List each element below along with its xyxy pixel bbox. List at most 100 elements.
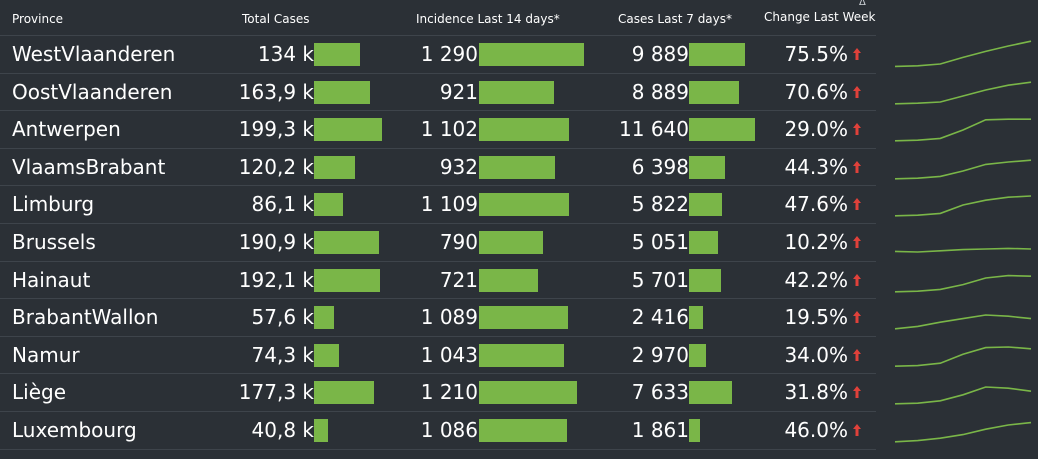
change-last-week-value: 44.3% [784, 154, 848, 179]
total-cases-bar [314, 419, 328, 442]
change-last-week-value: 47.6% [784, 192, 848, 217]
province-name: OostVlaanderen [12, 79, 173, 104]
total-cases-value: 192,1 k [238, 267, 314, 292]
row-divider [0, 411, 876, 412]
table-row[interactable]: BrabantWallon 57,6 k 1 089 2 416 19.5% [0, 299, 1038, 337]
change-last-week-value: 10.2% [784, 230, 848, 254]
column-header-total-cases[interactable]: Total Cases [242, 12, 310, 26]
red-up-arrow-icon [853, 273, 861, 286]
total-cases-bar [314, 381, 375, 405]
province-name: VlaamsBrabant [12, 154, 166, 179]
incidence-value: 1 089 [420, 305, 478, 330]
trend-sparkline [894, 195, 1032, 217]
table-row[interactable]: Antwerpen 199,3 k 1 102 11 640 29.0% [0, 111, 1038, 149]
province-name: WestVlaanderen [12, 42, 176, 66]
sparkline-path [894, 247, 1032, 253]
cases-7-days-value: 5 051 [631, 230, 689, 254]
cases-7-days-value: 6 398 [631, 154, 689, 179]
total-cases-bar [314, 43, 360, 66]
total-cases-value: 120,2 k [238, 154, 314, 179]
total-cases-value: 177,3 k [238, 380, 314, 405]
row-divider [0, 373, 876, 375]
incidence-value: 1 086 [420, 418, 478, 442]
change-last-week-value: 19.5% [784, 305, 848, 330]
cases-7-days-value: 9 889 [631, 42, 689, 66]
incidence-value: 921 [439, 79, 478, 104]
incidence-value: 1 109 [420, 192, 478, 217]
incidence-bar [479, 306, 568, 330]
red-up-arrow-icon [853, 348, 861, 361]
column-header-incidence[interactable]: Incidence Last 14 days* [416, 12, 560, 26]
incidence-value: 932 [439, 154, 478, 179]
total-cases-bar [314, 231, 380, 254]
sparkline-path [894, 195, 1032, 217]
change-last-week-value: 29.0% [784, 117, 848, 142]
change-last-week-value: 70.6% [784, 79, 848, 104]
red-up-arrow-icon [853, 198, 861, 211]
trend-sparkline [894, 345, 1032, 367]
incidence-bar [479, 155, 555, 179]
trend-sparkline [894, 314, 1032, 330]
cases-7-days-bar [689, 118, 755, 142]
red-up-arrow-icon [853, 236, 861, 248]
incidence-bar [479, 118, 569, 142]
table-row[interactable]: OostVlaanderen 163,9 k 921 8 889 70.6% [0, 74, 1038, 112]
trend-sparkline [894, 40, 1032, 68]
trend-sparkline [894, 421, 1032, 443]
cases-7-days-value: 2 416 [631, 305, 689, 330]
province-name: Hainaut [12, 267, 91, 292]
table-row[interactable]: VlaamsBrabant 120,2 k 932 6 398 44.3% [0, 149, 1038, 187]
incidence-bar [479, 381, 578, 405]
province-name: BrabantWallon [12, 305, 159, 330]
row-divider [0, 335, 876, 337]
total-cases-bar [314, 306, 334, 330]
table-row[interactable]: Hainaut 192,1 k 721 5 701 42.2% [0, 262, 1038, 300]
total-cases-value: 86,1 k [251, 192, 314, 217]
row-divider [0, 35, 876, 36]
province-name: Liège [12, 380, 67, 405]
sparkline-path [894, 386, 1032, 405]
total-cases-value: 40,8 k [251, 418, 314, 442]
table-row[interactable]: Luxembourg 40,8 k 1 086 1 861 46.0% [0, 412, 1038, 450]
trend-sparkline [894, 159, 1032, 180]
row-divider [0, 223, 876, 224]
cases-7-days-value: 5 701 [631, 267, 689, 292]
cases-7-days-bar [689, 155, 726, 179]
incidence-value: 1 290 [420, 42, 478, 66]
column-header-province[interactable]: Province [12, 12, 64, 26]
row-divider [0, 185, 876, 187]
table-row[interactable]: Limburg 86,1 k 1 109 5 822 47.6% [0, 186, 1038, 224]
province-name: Antwerpen [12, 117, 121, 142]
red-up-arrow-icon [853, 386, 861, 399]
incidence-bar [479, 193, 570, 217]
change-last-week-value: 42.2% [784, 267, 848, 292]
province-name: Brussels [12, 230, 96, 254]
incidence-bar [479, 80, 554, 104]
sparkline-path [894, 314, 1032, 330]
incidence-value: 1 043 [420, 342, 478, 367]
cases-7-days-value: 7 633 [631, 380, 689, 405]
column-header-cases-7-days[interactable]: Cases Last 7 days* [618, 12, 733, 26]
column-header-change-last-week[interactable]: Change Last Week [764, 10, 876, 24]
total-cases-bar [314, 343, 340, 367]
cases-7-days-bar [689, 419, 700, 442]
table-row[interactable]: WestVlaanderen 134 k 1 290 9 889 75.5% [0, 36, 1038, 74]
sparkline-path [894, 159, 1032, 180]
total-cases-bar [314, 118, 382, 142]
cases-7-days-value: 1 861 [631, 418, 689, 442]
row-divider [0, 260, 876, 262]
incidence-bar [479, 268, 538, 292]
total-cases-value: 163,9 k [238, 79, 314, 104]
row-divider [0, 110, 876, 112]
red-up-arrow-icon [853, 48, 861, 60]
table-row[interactable]: Brussels 190,9 k 790 5 051 10.2% [0, 224, 1038, 262]
cases-7-days-bar [689, 268, 722, 292]
cases-7-days-bar [689, 306, 703, 330]
incidence-value: 1 210 [420, 380, 478, 405]
province-name: Namur [12, 342, 80, 367]
incidence-value: 721 [439, 267, 478, 292]
table-row[interactable]: Liège 177,3 k 1 210 7 633 31.8% [0, 374, 1038, 412]
cases-7-days-bar [689, 381, 733, 405]
trend-sparkline [894, 274, 1032, 293]
table-row[interactable]: Namur 74,3 k 1 043 2 970 34.0% [0, 337, 1038, 375]
